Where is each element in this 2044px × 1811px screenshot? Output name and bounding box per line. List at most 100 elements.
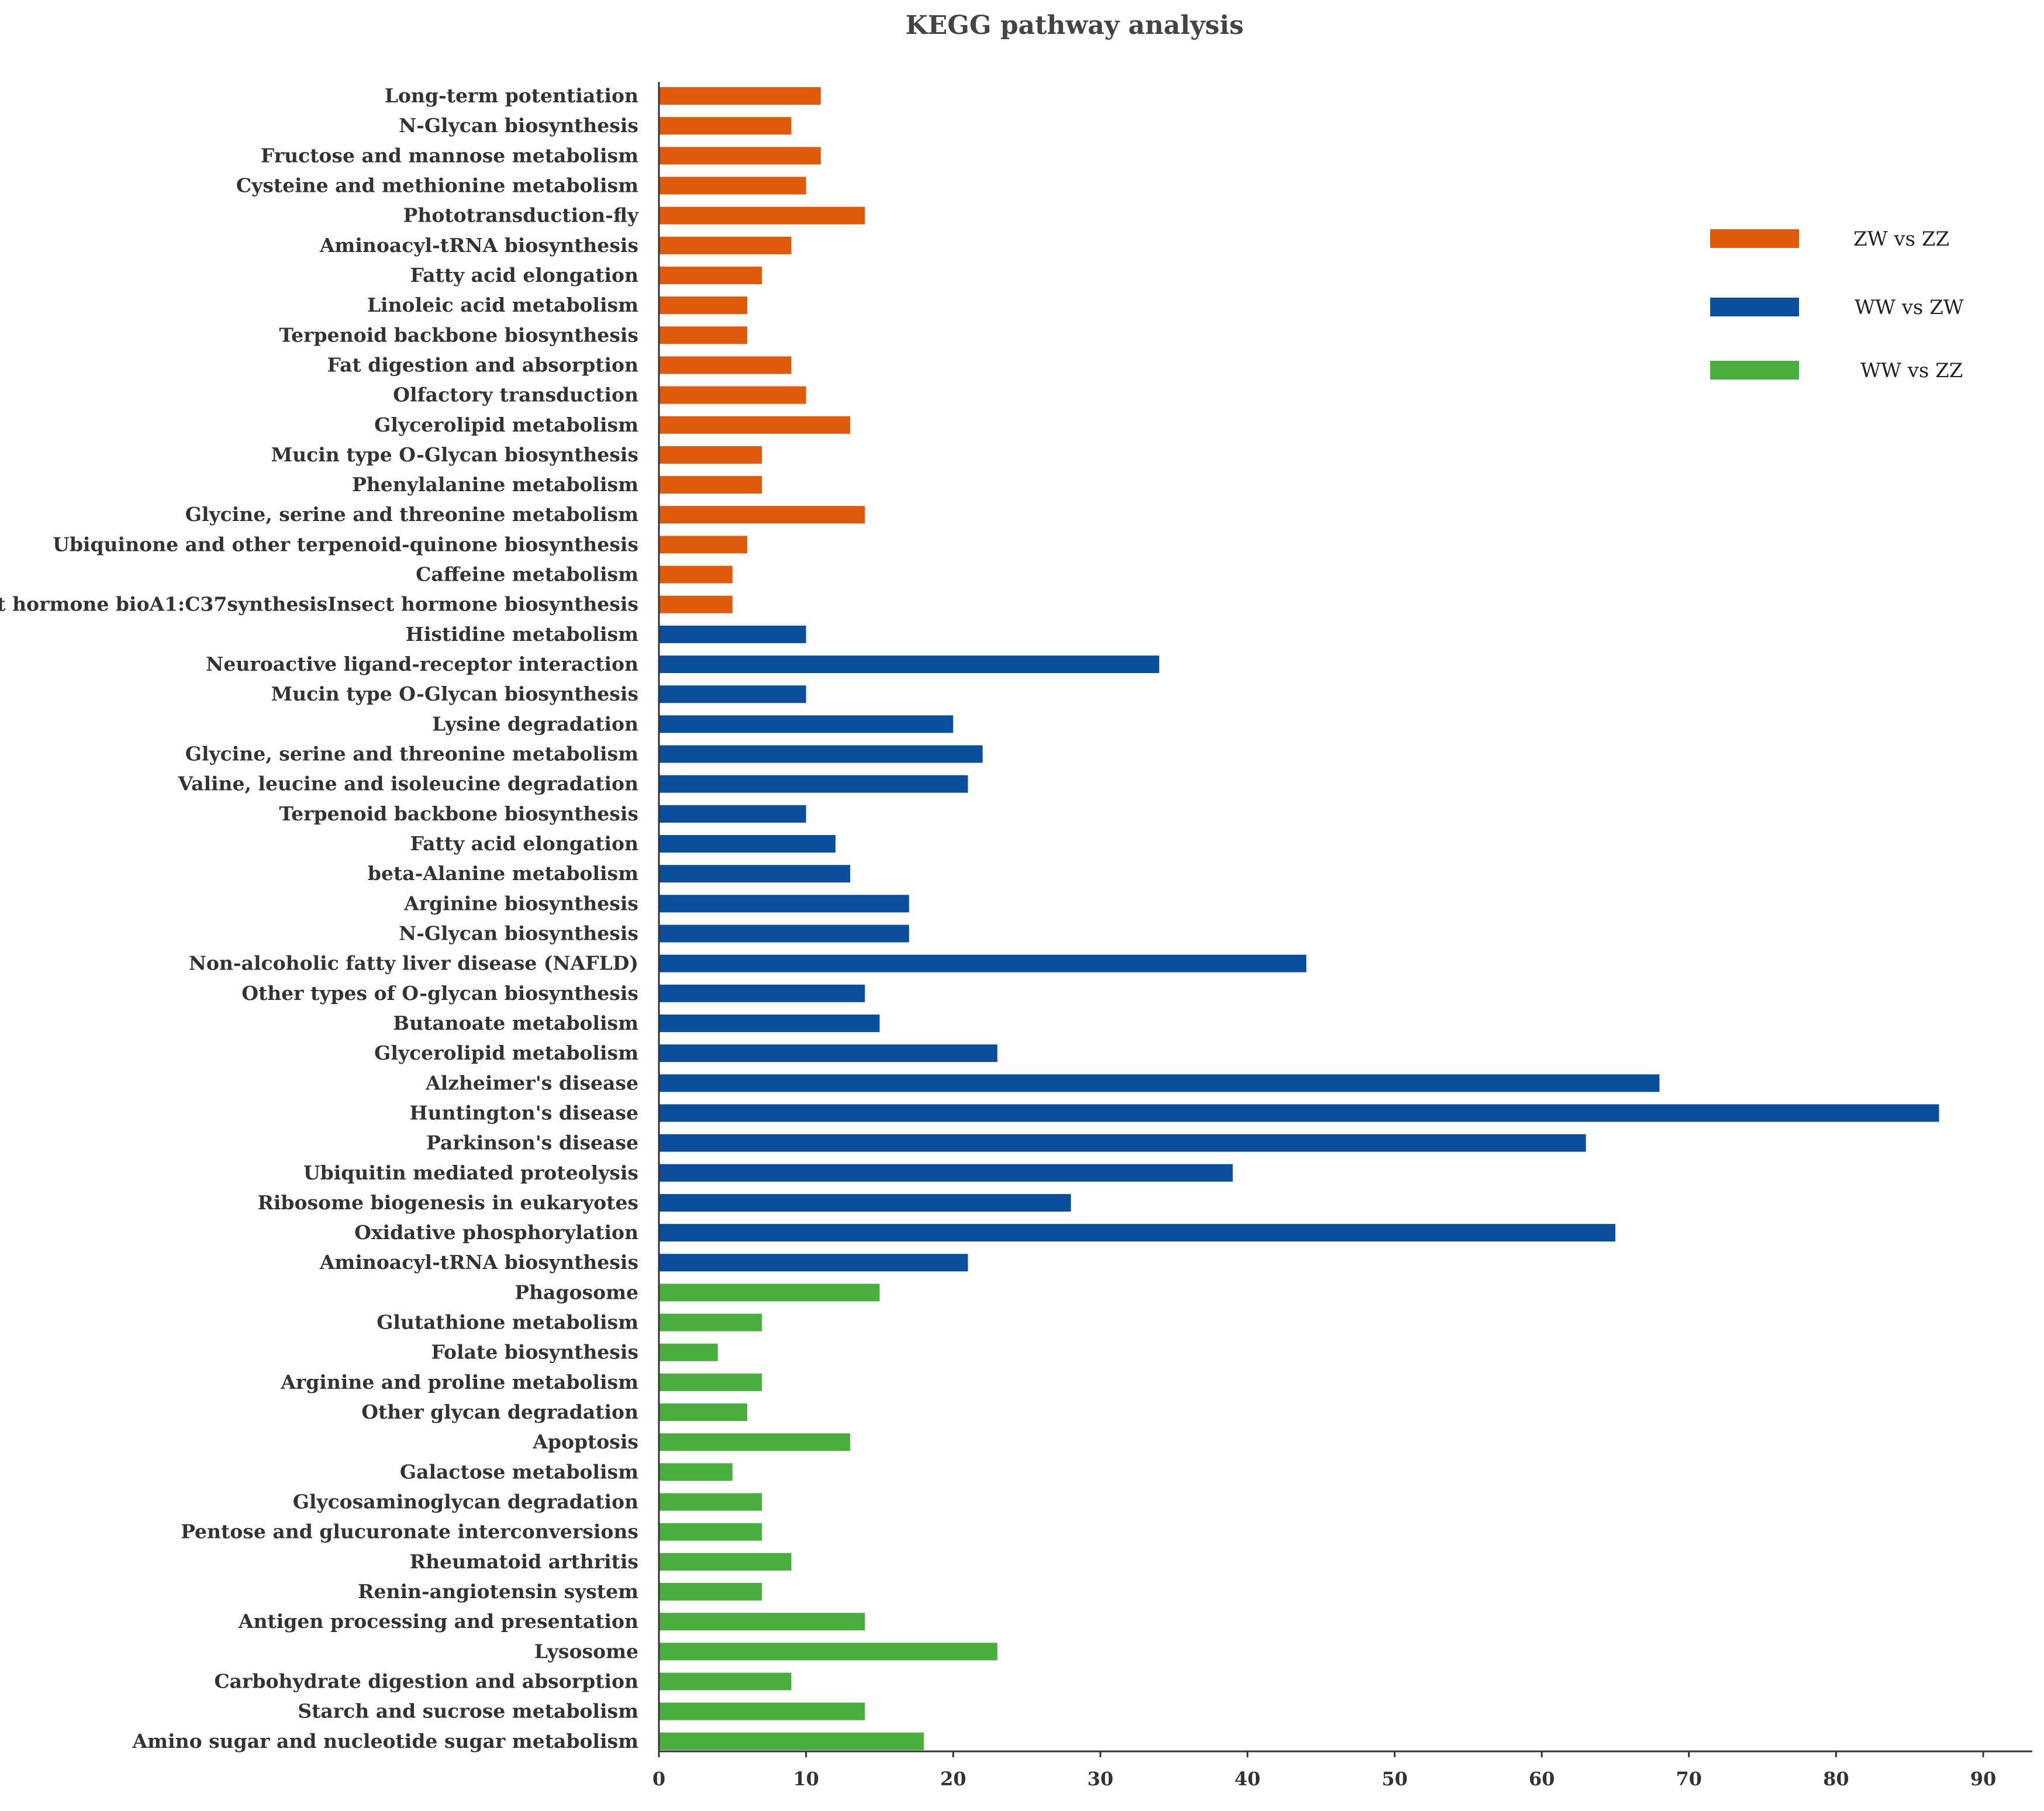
category-label: Alzheimer's disease: [425, 1071, 638, 1094]
category-label: Phenylalanine metabolism: [352, 473, 638, 496]
legend-label: WW vs ZZ: [1860, 359, 1963, 382]
bar-ww-vs-zz: [659, 1613, 865, 1631]
bar-ww-vs-zw: [659, 835, 835, 853]
x-tick-label: 0: [652, 1768, 665, 1790]
category-label: Parkinson's disease: [426, 1132, 638, 1154]
x-axis: 0 10 20 30 40 50 60 70 80 90: [652, 82, 2032, 1790]
category-label: Long-term potentiation: [385, 84, 638, 107]
bar-ww-vs-zw: [659, 1164, 1233, 1182]
category-label: Antigen processing and presentation: [238, 1610, 638, 1633]
category-label: Aminoacyl-tRNA biosynthesis: [319, 234, 638, 257]
category-label: Ribosome biogenesis in eukaryotes: [257, 1191, 638, 1214]
category-label: Other types of O-glycan biosynthesis: [241, 982, 638, 1005]
category-label: Terpenoid backbone biosynthesis: [279, 802, 638, 825]
bar-ww-vs-zw: [659, 1254, 968, 1272]
x-tick-label: 30: [1087, 1768, 1114, 1790]
category-label: Valine, leucine and isoleucine degradati…: [178, 772, 638, 795]
category-label: Glycerolipid metabolism: [374, 413, 638, 436]
category-label: Starch and sucrose metabolism: [298, 1700, 638, 1723]
category-label: Phagosome: [515, 1281, 638, 1303]
category-label: Terpenoid backbone biosynthesis: [279, 323, 638, 346]
bar-ww-vs-zz: [659, 1732, 924, 1750]
legend-swatch: [1710, 361, 1799, 380]
bar-ww-vs-zz: [659, 1373, 762, 1391]
category-label: Caffeine metabolism: [416, 563, 638, 586]
category-label: Histidine metabolism: [406, 623, 638, 646]
category-label: Glycine, serine and threonine metabolism: [185, 503, 638, 526]
bar-ww-vs-zz: [659, 1433, 851, 1451]
category-label: Huntington's disease: [409, 1101, 638, 1124]
category-label: Glutathione metabolism: [377, 1311, 638, 1334]
bar-ww-vs-zw: [659, 1193, 1071, 1212]
category-label: Aminoacyl-tRNA biosynthesis: [319, 1251, 638, 1274]
category-label: Other glycan degradation: [361, 1400, 638, 1423]
category-label: Rheumatoid arthritis: [410, 1550, 638, 1573]
category-label: Galactose metabolism: [400, 1460, 638, 1483]
category-label: Neuroactive ligand-receptor interaction: [206, 653, 638, 675]
category-label: Mucin type O-Glycan biosynthesis: [271, 443, 638, 466]
bar-zw-vs-zz: [659, 177, 806, 195]
bar-zw-vs-zz: [659, 356, 792, 374]
category-label: beta-Alanine metabolism: [368, 862, 638, 885]
category-label: N-Glycan biosynthesis: [399, 922, 638, 944]
category-label: Fat digestion and absorption: [327, 353, 639, 376]
category-label: Butanoate metabolism: [393, 1012, 638, 1034]
legend-swatch: [1710, 298, 1799, 316]
category-label: Linoleic acid metabolism: [367, 294, 638, 316]
bar-ww-vs-zz: [659, 1583, 762, 1600]
category-label: Carbohydrate digestion and absorption: [214, 1669, 638, 1692]
category-label: Fatty acid elongation: [410, 832, 638, 855]
bar-ww-vs-zw: [659, 656, 1159, 674]
legend: ZW vs ZZ WW vs ZW WW vs ZZ: [1710, 227, 1964, 382]
bar-ww-vs-zw: [659, 1014, 880, 1032]
bar-zw-vs-zz: [659, 147, 821, 165]
bar-zw-vs-zz: [659, 326, 747, 344]
bar-ww-vs-zw: [659, 895, 909, 913]
x-tick-label: 20: [940, 1768, 966, 1790]
category-label: Olfactory transduction: [393, 384, 638, 406]
bar-zw-vs-zz: [659, 446, 762, 464]
bar-ww-vs-zz: [659, 1643, 997, 1661]
bar-ww-vs-zw: [659, 1044, 997, 1063]
bar-ww-vs-zw: [659, 954, 1307, 972]
category-label: Phototransduction-fly: [403, 204, 639, 227]
x-tick-label: 10: [793, 1768, 819, 1790]
x-tick-label: 90: [1970, 1768, 1997, 1790]
category-label: Amino sugar and nucleotide sugar metabol…: [132, 1730, 639, 1753]
bar-ww-vs-zz: [659, 1343, 718, 1361]
category-label: Glycosaminoglycan degradation: [293, 1491, 638, 1513]
bar-ww-vs-zw: [659, 715, 954, 733]
category-label: Arginine biosynthesis: [403, 892, 638, 915]
bar-ww-vs-zz: [659, 1313, 762, 1331]
category-label: Renin-angiotensin system: [358, 1580, 638, 1603]
bar-ww-vs-zw: [659, 865, 851, 883]
category-label: Apoptosis: [532, 1430, 638, 1453]
legend-swatch: [1710, 229, 1799, 248]
bar-zw-vs-zz: [659, 266, 762, 284]
bar-zw-vs-zz: [659, 506, 865, 524]
bar-ww-vs-zz: [659, 1463, 733, 1481]
bar-zw-vs-zz: [659, 416, 851, 434]
category-label: Folate biosynthesis: [431, 1341, 638, 1364]
category-label: Pentose and glucuronate interconversions: [181, 1520, 638, 1543]
category-label: Ubiquinone and other terpenoid-quinone b…: [53, 533, 638, 556]
bar-ww-vs-zz: [659, 1284, 880, 1302]
bar-zw-vs-zz: [659, 476, 762, 494]
category-label: Mucin type O-Glycan biosynthesis: [271, 682, 638, 705]
bar-zw-vs-zz: [659, 595, 733, 613]
x-tick-label: 70: [1676, 1768, 1702, 1790]
x-tick-label: 40: [1234, 1768, 1261, 1790]
x-tick-label: 50: [1382, 1768, 1408, 1790]
category-label: Fructose and mannose metabolism: [261, 144, 638, 167]
legend-label: WW vs ZW: [1855, 296, 1964, 319]
category-label: Ubiquitin mediated proteolysis: [303, 1161, 638, 1184]
bar-ww-vs-zz: [659, 1523, 762, 1541]
category-label: Arginine and proline metabolism: [280, 1371, 638, 1393]
bar-zw-vs-zz: [659, 386, 806, 404]
x-tick-label: 60: [1529, 1768, 1555, 1790]
x-tick-label: 80: [1823, 1768, 1849, 1790]
category-label: Glycerolipid metabolism: [374, 1041, 638, 1064]
category-label: Cysteine and methionine metabolism: [236, 174, 638, 196]
bar-ww-vs-zz: [659, 1672, 792, 1691]
